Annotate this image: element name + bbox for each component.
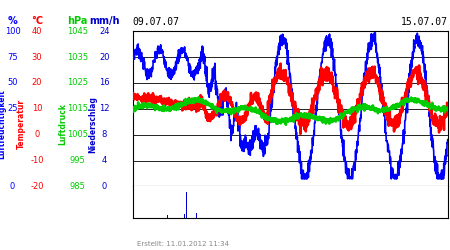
- Text: 25: 25: [7, 104, 18, 113]
- Text: 1035: 1035: [67, 52, 88, 62]
- Text: 12: 12: [99, 104, 110, 113]
- Text: Luftdruck: Luftdruck: [58, 104, 68, 145]
- Text: 0: 0: [10, 182, 15, 191]
- Text: -20: -20: [30, 182, 44, 191]
- Text: -10: -10: [30, 156, 44, 165]
- Text: 10: 10: [32, 104, 42, 113]
- Text: 0: 0: [34, 130, 40, 139]
- Text: 100: 100: [4, 27, 21, 36]
- Text: 985: 985: [69, 182, 86, 191]
- Text: °C: °C: [31, 16, 43, 26]
- Text: 75: 75: [7, 52, 18, 62]
- Text: 24: 24: [99, 27, 110, 36]
- Text: 995: 995: [69, 156, 85, 165]
- Text: Erstellt: 11.01.2012 11:34: Erstellt: 11.01.2012 11:34: [137, 242, 229, 248]
- Text: 16: 16: [99, 78, 110, 88]
- Text: 1025: 1025: [67, 78, 88, 88]
- Text: Luftfeuchtigkeit: Luftfeuchtigkeit: [0, 90, 6, 159]
- Text: hPa: hPa: [67, 16, 88, 26]
- Text: 09.07.07: 09.07.07: [133, 16, 180, 26]
- Text: 1005: 1005: [67, 130, 88, 139]
- Text: 20: 20: [32, 78, 42, 88]
- Text: 40: 40: [32, 27, 42, 36]
- Text: 8: 8: [102, 130, 107, 139]
- Text: %: %: [8, 16, 18, 26]
- Text: 1015: 1015: [67, 104, 88, 113]
- Text: 50: 50: [7, 78, 18, 88]
- Text: 1045: 1045: [67, 27, 88, 36]
- Text: Temperatur: Temperatur: [17, 99, 26, 150]
- Text: 4: 4: [102, 156, 107, 165]
- Text: mm/h: mm/h: [89, 16, 120, 26]
- Text: 15.07.07: 15.07.07: [401, 16, 448, 26]
- Text: 30: 30: [32, 52, 42, 62]
- Text: 20: 20: [99, 52, 110, 62]
- Text: Niederschlag: Niederschlag: [88, 96, 97, 153]
- Text: 0: 0: [102, 182, 107, 191]
